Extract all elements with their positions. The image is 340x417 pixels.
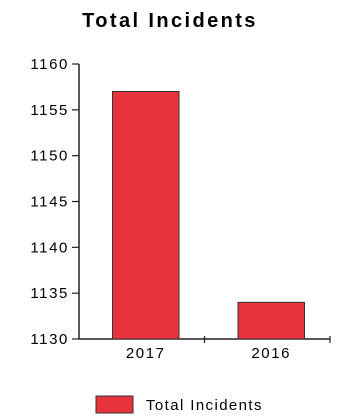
y-tick-label: 1145	[30, 194, 69, 211]
x-tick-label: 2017	[126, 345, 166, 362]
legend: Total Incidents	[95, 395, 263, 414]
y-tick-label: 1150	[30, 148, 69, 165]
chart-title: Total Incidents	[82, 10, 258, 32]
y-axis: 1130 1135 1140 1145 1150 1155 1160	[30, 56, 80, 348]
x-axis: 2017 2016	[79, 336, 331, 362]
y-tick-label: 1130	[30, 331, 69, 348]
x-tick-label: 2016	[251, 345, 291, 362]
legend-label: Total Incidents	[146, 397, 263, 414]
y-tick-label: 1155	[30, 102, 69, 119]
bars	[111, 91, 306, 340]
y-tick-label: 1160	[30, 56, 69, 73]
bar-2016	[237, 301, 306, 340]
legend-swatch	[95, 395, 134, 414]
bar-2017	[111, 91, 180, 340]
y-tick-label: 1135	[30, 285, 69, 302]
y-tick-label: 1140	[30, 239, 69, 256]
